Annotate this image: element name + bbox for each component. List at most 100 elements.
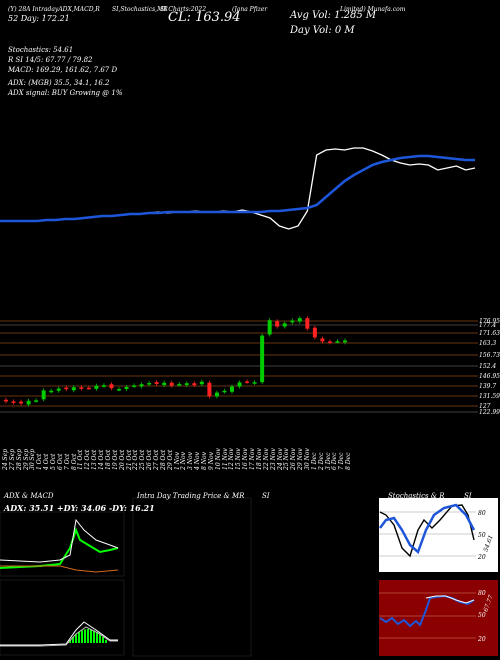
intraday-title-si: SI <box>262 492 270 500</box>
candle <box>282 323 287 327</box>
macd-histogram-bar <box>90 629 92 643</box>
candle <box>260 335 265 383</box>
header-mid: SI,Stochastics,MR <box>112 6 168 13</box>
x-date-label: 8 Dec <box>345 452 353 470</box>
stoch-panel-title-si: SI <box>464 492 472 500</box>
x-date-label: 10 Nov <box>214 448 222 470</box>
x-date-label: 27 Oct <box>152 449 160 470</box>
macd-line <box>0 621 118 646</box>
candle <box>117 389 121 391</box>
header-far: Limited) Munafa.com <box>340 6 406 13</box>
candle <box>34 400 39 402</box>
candle <box>199 381 204 385</box>
rsi-level-80: 80 <box>478 590 486 597</box>
candle <box>214 392 219 397</box>
stoch-level-20: 20 <box>478 554 486 561</box>
candle <box>86 387 91 390</box>
candle <box>320 338 325 342</box>
moving-average-line <box>0 154 475 223</box>
x-date-label: 18 Nov <box>255 448 263 470</box>
x-date-label: 30 Nov <box>303 448 311 470</box>
candle <box>237 382 242 387</box>
macd-histogram-bar <box>99 634 101 643</box>
candle <box>19 401 24 404</box>
macd-histogram-bar <box>78 632 80 643</box>
price-axis-label: 156.73 <box>479 352 500 359</box>
rsi-readout: R SI 14/5: 67.77 / 79.82 <box>8 56 93 64</box>
price-axis-label: 171.63 <box>479 330 500 337</box>
x-date-label: 5 Oct <box>50 453 58 470</box>
macd-histogram-bar <box>72 636 74 643</box>
macd-readout: MACD: 169.29, 161.62, 7.67 D <box>8 66 118 74</box>
candle <box>335 341 340 343</box>
candle <box>71 387 76 391</box>
x-date-label: 24 Sep <box>2 448 9 470</box>
candle <box>275 321 280 327</box>
candle <box>207 382 212 397</box>
candle <box>132 385 137 387</box>
macd-histogram-bar <box>69 639 71 643</box>
price-axis-label: 176.95 <box>479 318 500 325</box>
header-left: (Y) 28A IntradayADX,MACD,R <box>8 6 100 13</box>
close-label: CL: 163.94 <box>168 10 241 25</box>
stoch-panel-title: Stochastics & R <box>388 492 445 500</box>
intraday-title: Intra Day Trading Price & MR <box>137 492 245 500</box>
price-axis-label: 152.4 <box>479 363 497 370</box>
x-date-label: 2 Dec <box>317 452 325 470</box>
candle <box>4 399 8 402</box>
candle <box>79 387 84 389</box>
stoch-level-50: 50 <box>478 532 486 539</box>
candle <box>26 400 31 405</box>
adx-signal: ADX signal: BUY Growing @ 1% <box>8 89 123 97</box>
candle <box>169 382 174 386</box>
avg-vol: Avg Vol: 1.285 M <box>290 10 377 21</box>
x-date-label: 29 Oct <box>166 449 174 470</box>
mrsi-line <box>425 595 475 604</box>
x-date-label: 18 Oct <box>104 449 112 470</box>
macd-histogram-bar <box>93 630 95 643</box>
candle <box>222 390 227 393</box>
candle <box>177 384 182 386</box>
x-date-label: 6 Oct <box>56 453 64 470</box>
x-date-label: 8 Nov <box>201 452 209 470</box>
candle <box>252 382 257 384</box>
candle <box>162 382 167 386</box>
x-date-label: 28 Sep <box>15 448 23 470</box>
rsi-level-20: 20 <box>478 636 486 643</box>
candle <box>312 327 317 338</box>
candle <box>41 390 46 400</box>
price-line <box>148 147 476 230</box>
macd-signal-line <box>0 626 118 647</box>
candle <box>101 385 106 387</box>
candle <box>94 385 99 389</box>
candle <box>192 383 197 386</box>
x-date-label: 7 Oct <box>63 453 71 470</box>
price-axis-label: 122.99 <box>479 409 500 416</box>
x-date-label: 22 Nov <box>262 448 270 470</box>
candle <box>290 320 295 323</box>
x-date-label: 9 Nov <box>207 452 215 470</box>
price-axis-label: 131.59 <box>479 393 500 400</box>
candle <box>184 383 189 386</box>
candle <box>297 318 302 322</box>
day-vol: Day Vol: 0 M <box>290 25 355 36</box>
header-mid2: SI Charts:2022 <box>160 6 207 13</box>
macd-histogram-bar <box>105 639 107 643</box>
adx-panel-box <box>0 511 125 577</box>
candle <box>64 387 69 390</box>
adx-line <box>0 518 119 563</box>
price-axis-label: 177.4 <box>479 322 497 329</box>
adx-minus-line <box>0 565 119 573</box>
x-date-label: 20 Oct <box>118 449 126 470</box>
candle <box>343 340 347 343</box>
candle <box>124 386 129 390</box>
macd-histogram-bar <box>81 630 83 643</box>
header-52day: 52 Day: 172.21 <box>8 14 70 23</box>
x-date-label: 19 Oct <box>111 449 119 470</box>
candle <box>230 386 234 392</box>
header-right: (Jana Pfizer <box>232 6 268 13</box>
intraday-panel-box <box>132 497 252 657</box>
candle <box>56 388 61 391</box>
candle <box>245 381 250 383</box>
macd-histogram-bar <box>75 634 77 643</box>
